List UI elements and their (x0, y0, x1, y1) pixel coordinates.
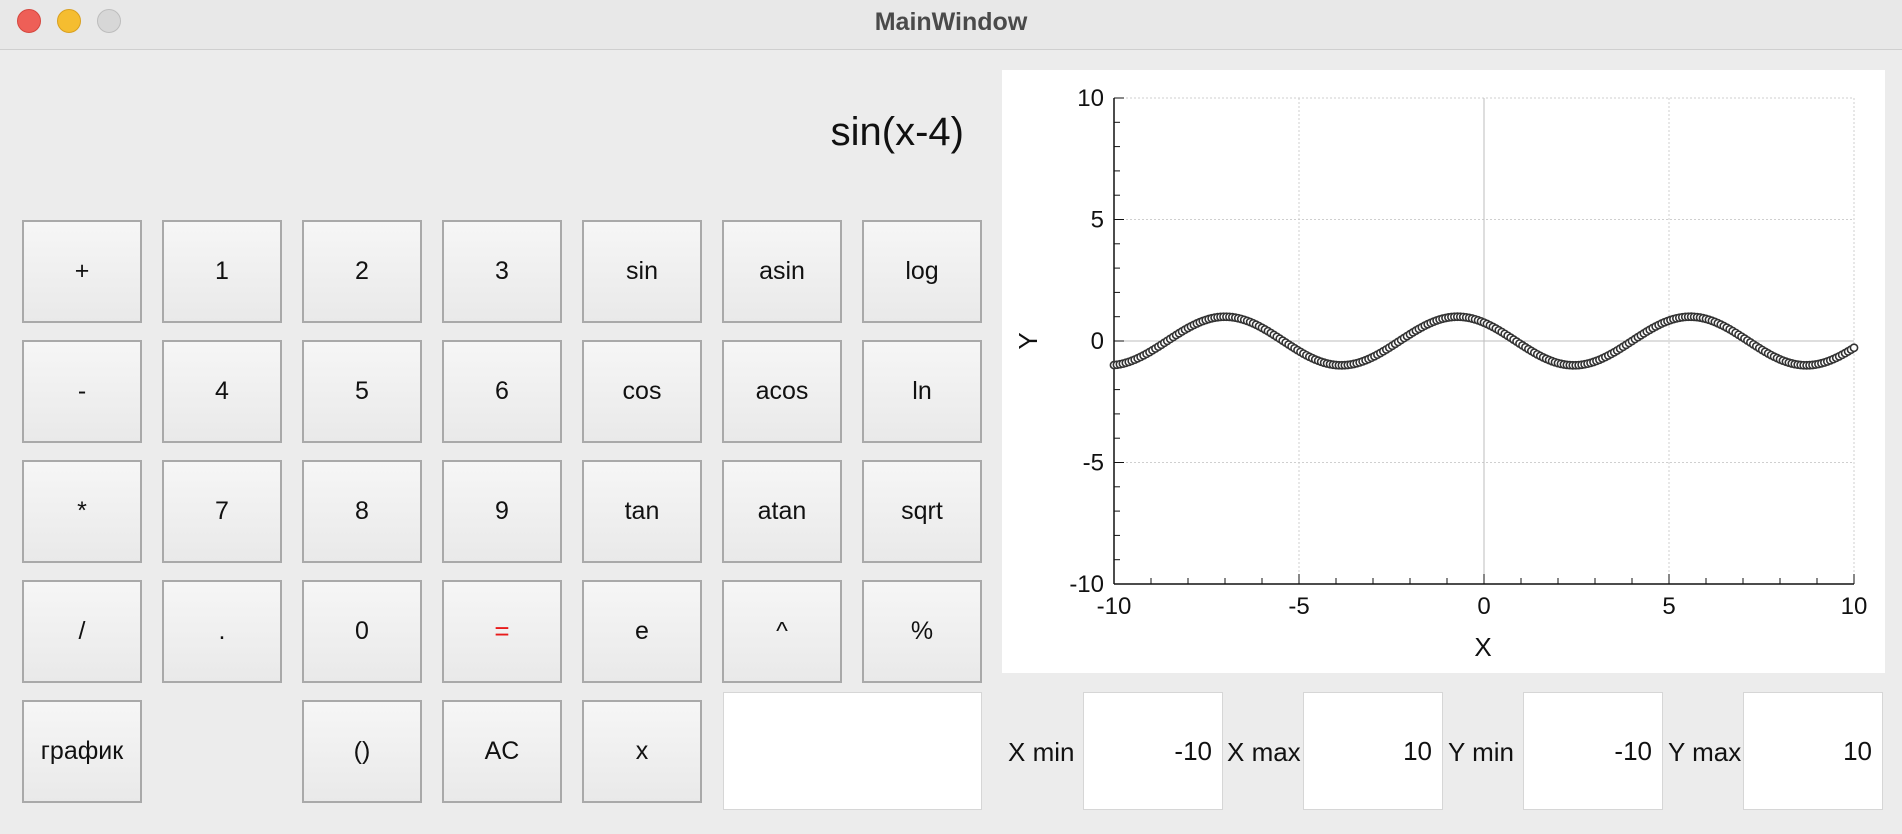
y-tick-label: 0 (1091, 328, 1104, 355)
decimal-point-button[interactable]: . (162, 580, 282, 683)
y-max-input[interactable]: 10 (1743, 692, 1883, 810)
power-button[interactable]: ^ (722, 580, 842, 683)
minus-button[interactable]: - (22, 340, 142, 443)
zoom-window-button[interactable] (97, 9, 121, 33)
data-point (1849, 343, 1859, 353)
y-axis-label: Y (1013, 332, 1043, 349)
x-tick-label: 10 (1841, 593, 1868, 620)
y-min-label: Y min (1448, 737, 1514, 767)
acos-button[interactable]: acos (722, 340, 842, 443)
digit-0-button[interactable]: 0 (302, 580, 422, 683)
y-max-label: Y max (1668, 737, 1742, 767)
digit-9-button[interactable]: 9 (442, 460, 562, 563)
minimize-window-button[interactable] (57, 9, 81, 33)
x-tick-label: 0 (1477, 593, 1490, 620)
digit-4-button[interactable]: 4 (162, 340, 282, 443)
x-axis-label: X (1474, 632, 1491, 662)
y-tick-label: -5 (1083, 450, 1104, 477)
cos-button[interactable]: cos (582, 340, 702, 443)
percent-button[interactable]: % (862, 580, 982, 683)
digit-5-button[interactable]: 5 (302, 340, 422, 443)
y-min-input[interactable]: -10 (1523, 692, 1663, 810)
e-constant-button[interactable]: e (582, 580, 702, 683)
plot-button[interactable]: график (22, 700, 142, 803)
close-window-button[interactable] (17, 9, 41, 33)
multiply-button[interactable]: * (22, 460, 142, 563)
digit-3-button[interactable]: 3 (442, 220, 562, 323)
plot-series (1109, 312, 1859, 370)
digit-6-button[interactable]: 6 (442, 340, 562, 443)
log-button[interactable]: log (862, 220, 982, 323)
digit-2-button[interactable]: 2 (302, 220, 422, 323)
atan-button[interactable]: atan (722, 460, 842, 563)
x-tick-label: 5 (1662, 593, 1675, 620)
clear-all-button[interactable]: AC (442, 700, 562, 803)
sin-button[interactable]: sin (582, 220, 702, 323)
x-tick-label: -5 (1288, 593, 1309, 620)
sqrt-button[interactable]: sqrt (862, 460, 982, 563)
x-max-input[interactable]: 10 (1303, 692, 1443, 810)
equals-button[interactable]: = (442, 580, 562, 683)
asin-button[interactable]: asin (722, 220, 842, 323)
expression-display: sin(x-4) (830, 110, 964, 154)
tan-button[interactable]: tan (582, 460, 702, 563)
x-max-label: X max (1227, 737, 1301, 767)
x-value-input[interactable] (723, 692, 982, 810)
y-tick-label: 10 (1077, 85, 1104, 112)
digit-1-button[interactable]: 1 (162, 220, 282, 323)
y-tick-label: 5 (1091, 207, 1104, 234)
ln-button[interactable]: ln (862, 340, 982, 443)
variable-x-button[interactable]: x (582, 700, 702, 803)
plot-ticks: -10 -5 0 5 10 10 5 0 -5 -10 (1069, 85, 1867, 620)
digit-7-button[interactable]: 7 (162, 460, 282, 563)
digit-8-button[interactable]: 8 (302, 460, 422, 563)
x-tick-label: -10 (1097, 593, 1132, 620)
x-min-input[interactable]: -10 (1083, 692, 1223, 810)
function-plot: -10 -5 0 5 10 10 5 0 -5 -10 X Y (1002, 70, 1885, 673)
title-bar: MainWindow (0, 0, 1902, 50)
divide-button[interactable]: / (22, 580, 142, 683)
window-title: MainWindow (874, 8, 1028, 36)
x-min-label: X min (1008, 737, 1075, 767)
parentheses-button[interactable]: () (302, 700, 422, 803)
y-tick-label: -10 (1069, 571, 1104, 598)
plus-button[interactable]: + (22, 220, 142, 323)
